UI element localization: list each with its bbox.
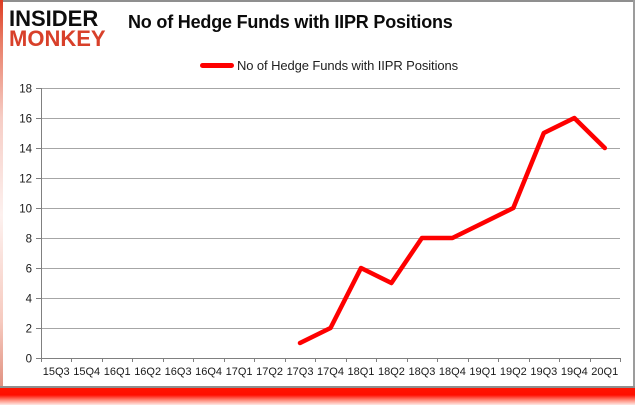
x-axis-label: 17Q1	[226, 366, 253, 378]
frame-bottom-border	[0, 386, 635, 405]
x-axis-label: 15Q3	[43, 366, 70, 378]
y-axis-label: 0	[26, 354, 32, 366]
x-axis-label: 17Q3	[287, 366, 314, 378]
x-axis-label: 16Q1	[104, 366, 131, 378]
x-axis-label: 17Q4	[317, 366, 344, 378]
y-axis-label: 18	[19, 84, 32, 96]
x-axis-label: 18Q4	[439, 366, 466, 378]
x-axis-label: 18Q3	[408, 366, 435, 378]
data-line	[297, 115, 608, 346]
y-axis-label: 2	[26, 324, 32, 336]
x-axis-label: 19Q1	[469, 366, 496, 378]
y-axis-label: 10	[19, 204, 32, 216]
x-axis-label: 17Q2	[256, 366, 283, 378]
page-title: No of Hedge Funds with IIPR Positions	[128, 12, 453, 32]
y-axis-label: 14	[19, 144, 32, 156]
x-axis-label: 18Q2	[378, 366, 405, 378]
y-axis-label: 16	[19, 114, 32, 126]
legend-label: No of Hedge Funds with IIPR Positions	[237, 58, 459, 73]
logo-line-insider: INSIDER	[9, 6, 99, 31]
x-axis-label: 16Q2	[134, 366, 161, 378]
logo-line-monkey: MONKEY	[9, 26, 106, 52]
y-axis-label: 6	[26, 264, 32, 276]
insider-monkey-logo: INSIDER MONKEY	[9, 6, 106, 52]
x-axis-label: 20Q1	[591, 366, 618, 378]
x-axis-label: 16Q3	[165, 366, 192, 378]
legend-line-icon	[200, 63, 234, 68]
frame-left-border	[0, 0, 3, 392]
x-axis-label: 16Q4	[195, 366, 222, 378]
y-axis-label: 12	[19, 174, 32, 186]
chart-legend: No of Hedge Funds with IIPR Positions	[200, 58, 458, 73]
x-axis-label: 19Q4	[561, 366, 588, 378]
frame-right-border	[633, 0, 635, 392]
x-axis-label: 19Q2	[500, 366, 527, 378]
x-axis-label: 18Q1	[348, 366, 375, 378]
x-axis-label: 19Q3	[530, 366, 557, 378]
x-axis-label: 15Q4	[73, 366, 100, 378]
y-axis-label: 8	[26, 234, 32, 246]
frame-top-border	[0, 0, 635, 2]
y-axis-label: 4	[26, 294, 33, 306]
